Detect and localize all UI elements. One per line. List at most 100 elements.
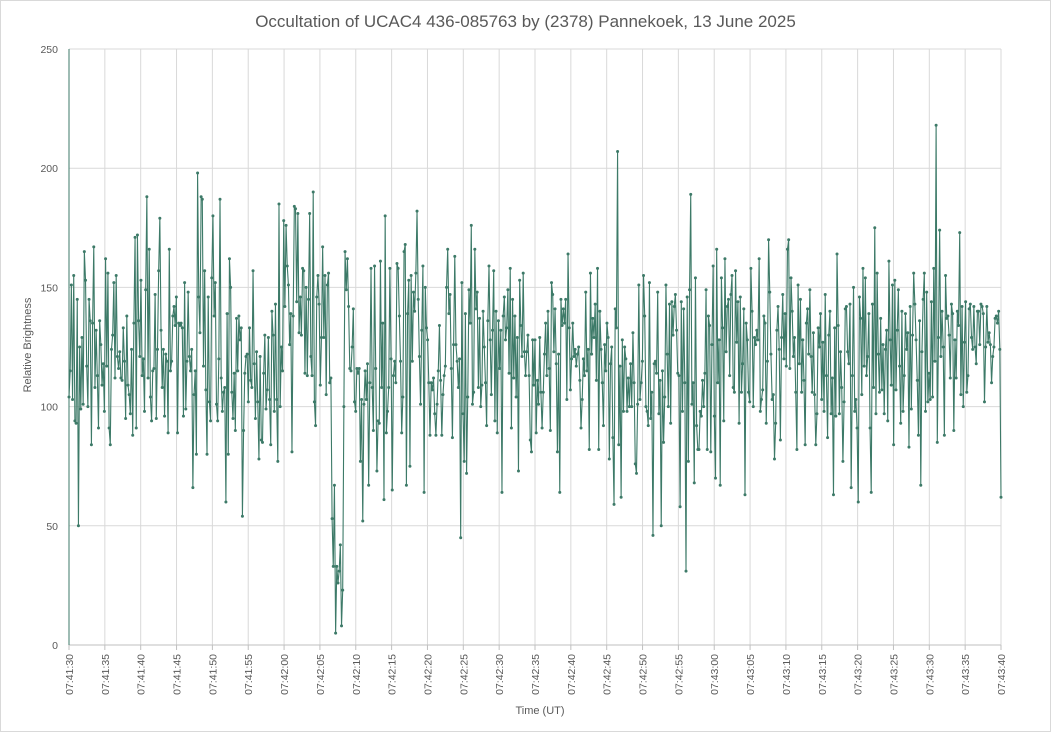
data-point xyxy=(525,350,529,354)
data-point xyxy=(104,257,108,261)
data-point xyxy=(977,309,981,313)
data-point xyxy=(164,352,168,356)
data-point xyxy=(301,266,305,270)
data-point xyxy=(987,331,991,335)
data-point xyxy=(534,431,538,435)
data-point xyxy=(919,483,923,487)
data-point xyxy=(796,283,800,287)
data-point xyxy=(804,321,808,325)
data-point xyxy=(853,409,857,413)
data-point xyxy=(806,307,810,311)
data-point xyxy=(506,288,510,292)
data-point xyxy=(824,374,828,378)
data-point xyxy=(137,319,141,323)
data-point xyxy=(742,307,746,311)
data-point xyxy=(888,338,892,342)
data-point xyxy=(552,350,556,354)
data-point xyxy=(571,321,575,325)
data-point xyxy=(452,343,456,347)
data-point xyxy=(330,517,334,521)
x-tick-label: 07:43:30 xyxy=(924,654,936,695)
data-point xyxy=(513,314,517,318)
data-point xyxy=(748,400,752,404)
data-point xyxy=(949,302,953,306)
data-point xyxy=(541,390,545,394)
data-point xyxy=(985,304,989,308)
data-point xyxy=(932,266,936,270)
data-point xyxy=(974,362,978,366)
data-point xyxy=(479,405,483,409)
data-point xyxy=(329,376,333,380)
data-point xyxy=(166,431,170,435)
y-tick-label: 50 xyxy=(46,521,58,533)
data-point xyxy=(117,366,121,370)
data-point xyxy=(465,471,469,475)
data-point xyxy=(667,302,671,306)
data-point xyxy=(378,259,382,263)
data-point xyxy=(421,264,425,268)
data-point xyxy=(885,328,889,332)
data-point xyxy=(487,264,491,268)
data-point xyxy=(821,340,825,344)
data-point xyxy=(403,242,407,246)
data-point xyxy=(302,269,306,273)
data-point xyxy=(931,395,935,399)
data-point xyxy=(185,359,189,363)
data-point xyxy=(462,459,466,463)
data-point xyxy=(765,359,769,363)
data-point xyxy=(152,366,156,370)
data-point xyxy=(833,326,837,330)
x-tick-label: 07:43:20 xyxy=(853,654,865,695)
data-point xyxy=(959,393,963,397)
data-point xyxy=(133,235,137,239)
data-point xyxy=(524,374,528,378)
data-point xyxy=(469,223,473,227)
data-point xyxy=(374,366,378,370)
data-point xyxy=(631,331,635,335)
data-point xyxy=(325,283,329,287)
data-point xyxy=(604,369,608,373)
data-point xyxy=(380,386,384,390)
data-point xyxy=(636,402,640,406)
data-point xyxy=(430,388,434,392)
data-point xyxy=(567,326,571,330)
data-point xyxy=(827,333,831,337)
data-point xyxy=(662,440,666,444)
data-point xyxy=(587,448,591,452)
data-point xyxy=(776,304,780,308)
data-point xyxy=(75,297,79,301)
x-tick-label: 07:41:50 xyxy=(207,654,219,695)
data-point xyxy=(357,366,361,370)
data-point xyxy=(111,333,115,337)
data-point xyxy=(877,390,881,394)
data-point xyxy=(665,352,669,356)
data-point xyxy=(143,409,146,413)
data-point xyxy=(935,440,939,444)
data-point xyxy=(715,247,719,251)
data-point xyxy=(224,500,228,504)
data-point xyxy=(545,374,549,378)
data-point xyxy=(848,302,852,306)
data-point xyxy=(526,333,530,337)
data-point xyxy=(663,395,667,399)
data-point xyxy=(964,300,968,304)
data-point xyxy=(562,321,566,325)
data-point xyxy=(470,402,474,406)
data-point xyxy=(276,459,280,463)
data-point xyxy=(209,419,213,423)
data-point xyxy=(73,419,77,423)
data-point xyxy=(478,316,482,320)
data-point xyxy=(371,428,375,432)
y-tick-label: 250 xyxy=(40,44,58,56)
data-point xyxy=(952,428,956,432)
data-point xyxy=(823,293,827,297)
data-point xyxy=(726,297,730,301)
data-point xyxy=(349,369,353,373)
data-point xyxy=(227,257,231,261)
x-tick-label: 07:43:05 xyxy=(745,654,757,695)
data-point xyxy=(719,276,723,280)
data-point xyxy=(138,355,142,359)
data-point xyxy=(291,314,295,318)
data-point xyxy=(216,419,220,423)
data-point xyxy=(74,421,78,425)
